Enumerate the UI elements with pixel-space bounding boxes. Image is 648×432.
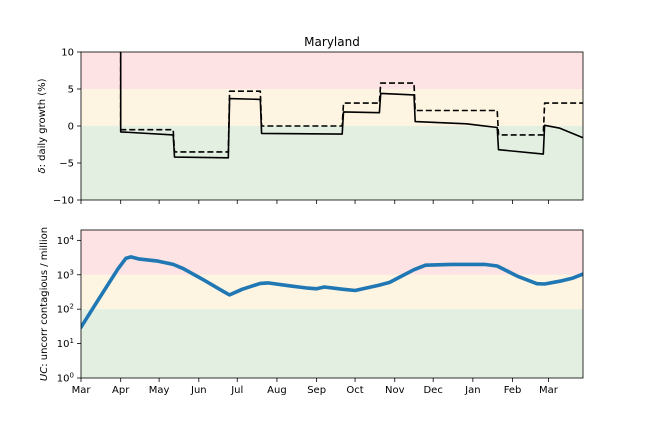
y-tick-base: 10 — [57, 305, 70, 316]
growth-panel: −10 −5 0 5 10 Maryland δ: daily growth (%) — [37, 35, 584, 207]
y-tick-exponent: 4 — [70, 234, 75, 242]
growth-bands — [81, 52, 583, 200]
contagious-y-label-symbol: UC — [39, 367, 50, 381]
band-0 — [81, 52, 583, 89]
band-2 — [81, 309, 583, 378]
x-tick-label: Mar — [539, 385, 559, 396]
y-tick-label: 0 — [68, 122, 74, 133]
y-tick-label: 5 — [68, 85, 74, 96]
x-tick-label: Aug — [267, 385, 287, 396]
y-tick-label: 104 — [57, 234, 75, 247]
x-tick-label: Nov — [385, 385, 405, 396]
x-tick-label: Oct — [346, 385, 363, 396]
series-solid-line — [81, 255, 583, 329]
growth-x-ticks — [80, 200, 549, 204]
band-2 — [81, 126, 583, 200]
growth-series — [119, 52, 583, 159]
contagious-x-ticks: Mar Apr May Jun Jul Aug Sep Oct Nov Dec Jan Feb Mar — [72, 378, 559, 396]
x-tick-label: Jan — [464, 385, 480, 396]
x-tick-label: Apr — [112, 385, 130, 396]
y-tick-label: −5 — [59, 159, 74, 170]
band-0 — [81, 230, 583, 275]
x-tick-label: Mar — [72, 385, 92, 396]
y-tick-base: 10 — [57, 236, 70, 247]
series-dashed-line — [119, 52, 583, 153]
y-tick-label: 103 — [57, 268, 74, 281]
x-tick-label: Dec — [423, 385, 442, 396]
y-tick-label: 101 — [57, 337, 74, 350]
x-tick-label: May — [149, 385, 170, 396]
contagious-frame — [80, 229, 584, 379]
contagious-series — [81, 255, 583, 329]
band-1 — [81, 274, 583, 310]
growth-y-ticks: −10 −5 0 5 10 — [53, 48, 81, 207]
y-tick-label: 100 — [57, 372, 74, 385]
x-tick-label: Feb — [504, 385, 522, 396]
contagious-y-label-text: : uncorr contagious / million — [39, 227, 50, 367]
y-tick-exponent: 2 — [70, 303, 74, 311]
x-tick-label: Jul — [230, 385, 243, 396]
y-tick-label: 10 — [61, 48, 74, 59]
y-tick-exponent: 1 — [70, 337, 74, 345]
x-tick-label: Sep — [307, 385, 326, 396]
band-1 — [81, 89, 583, 126]
contagious-bands — [81, 230, 583, 378]
x-tick-label: Jun — [190, 385, 207, 396]
y-tick-exponent: 3 — [70, 268, 74, 276]
series-solid-line — [119, 52, 583, 159]
chart-title: Maryland — [304, 35, 360, 49]
contagious-y-label: UC: uncorr contagious / million — [39, 227, 50, 381]
y-tick-base: 10 — [57, 374, 70, 385]
y-tick-label: −10 — [53, 196, 74, 207]
growth-y-label-text: : daily growth (%) — [37, 78, 48, 167]
y-tick-exponent: 0 — [70, 372, 74, 380]
growth-y-label: δ: daily growth (%) — [37, 78, 48, 173]
y-tick-label: 102 — [57, 303, 74, 316]
y-tick-base: 10 — [57, 270, 70, 281]
growth-y-label-symbol: δ — [37, 167, 48, 173]
y-tick-base: 10 — [57, 339, 70, 350]
